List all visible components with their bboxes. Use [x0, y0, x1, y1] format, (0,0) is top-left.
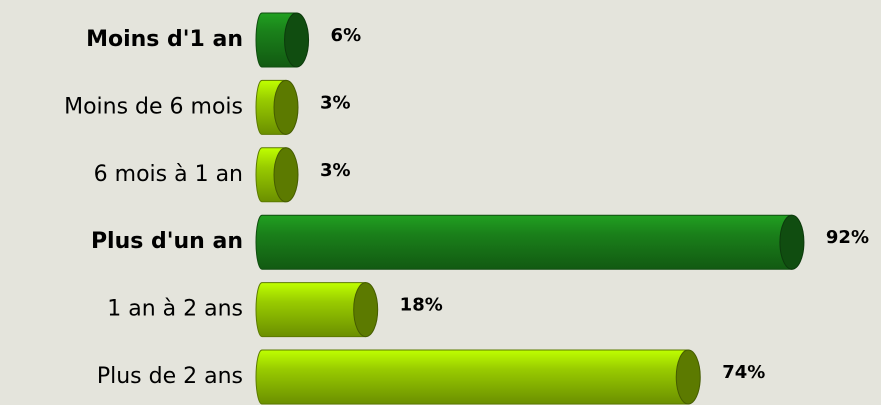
bar [255, 349, 689, 405]
value-label: 74% [722, 362, 765, 383]
category-label: 1 an à 2 ans [107, 297, 243, 322]
value-label: 92% [826, 227, 869, 248]
bar-cap [675, 349, 701, 405]
bar-cap [273, 79, 299, 135]
bar-cap [273, 147, 299, 203]
value-label: 3% [320, 160, 351, 181]
bar-cap [779, 214, 805, 270]
category-label: Plus d'un an [91, 229, 243, 254]
category-label: Plus de 2 ans [97, 364, 243, 389]
category-label: Moins d'1 an [86, 27, 243, 52]
value-label: 3% [320, 92, 351, 113]
category-label: Moins de 6 mois [64, 94, 243, 119]
bar-cap [284, 12, 310, 68]
bar [255, 282, 367, 338]
category-label: 6 mois à 1 an [94, 162, 243, 187]
bar-cap [353, 282, 379, 338]
value-label: 6% [331, 25, 362, 46]
value-label: 18% [400, 295, 443, 316]
bar [255, 214, 793, 270]
